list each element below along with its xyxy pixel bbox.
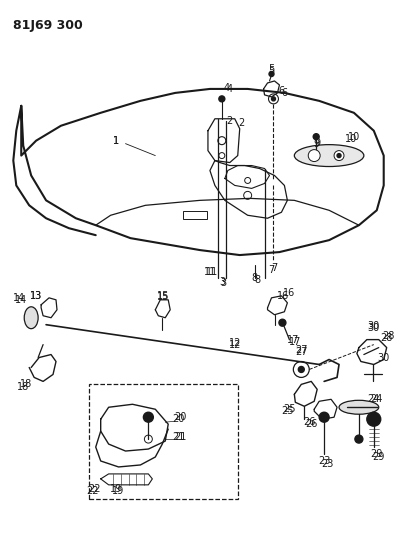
Bar — [89, 384, 238, 499]
Text: 11: 11 — [206, 267, 218, 277]
Circle shape — [268, 94, 278, 104]
Text: 24: 24 — [368, 394, 380, 405]
Text: 2: 2 — [227, 116, 233, 126]
Text: 6: 6 — [278, 86, 284, 96]
Text: 22: 22 — [88, 484, 101, 494]
Text: 4: 4 — [227, 84, 233, 94]
Text: 1: 1 — [112, 136, 119, 146]
Text: 24: 24 — [370, 394, 383, 405]
Circle shape — [367, 412, 381, 426]
Text: 26: 26 — [305, 419, 318, 429]
Circle shape — [272, 97, 276, 101]
Text: 21: 21 — [174, 432, 186, 442]
Text: 26: 26 — [303, 417, 316, 427]
Text: 81J69 300: 81J69 300 — [13, 19, 83, 33]
Text: 7: 7 — [271, 263, 278, 273]
Text: 5: 5 — [268, 66, 275, 76]
Text: 18: 18 — [17, 382, 29, 392]
Text: 30: 30 — [368, 321, 380, 330]
Text: 25: 25 — [281, 406, 294, 416]
Text: 14: 14 — [15, 295, 27, 305]
Text: 15: 15 — [157, 291, 170, 301]
Ellipse shape — [24, 307, 38, 329]
Text: 20: 20 — [174, 412, 186, 422]
Circle shape — [355, 435, 363, 443]
Text: 16: 16 — [277, 291, 290, 301]
Circle shape — [219, 96, 225, 102]
Ellipse shape — [339, 400, 379, 414]
Text: 15: 15 — [157, 292, 170, 302]
Circle shape — [313, 134, 319, 140]
Text: 14: 14 — [13, 293, 25, 303]
Text: 21: 21 — [172, 432, 184, 442]
Text: 19: 19 — [110, 484, 122, 494]
Text: 29: 29 — [372, 452, 385, 462]
Text: 12: 12 — [228, 340, 241, 350]
Text: 8: 8 — [254, 275, 261, 285]
Text: 27: 27 — [295, 346, 308, 357]
Text: 10: 10 — [345, 134, 357, 144]
Text: 7: 7 — [268, 265, 275, 275]
Text: 17: 17 — [289, 337, 302, 346]
Text: 20: 20 — [172, 414, 184, 424]
Text: 19: 19 — [112, 486, 125, 496]
Text: 30: 30 — [378, 352, 390, 362]
Circle shape — [144, 435, 152, 443]
Bar — [183, 211, 207, 219]
Text: 3: 3 — [221, 278, 227, 288]
Circle shape — [269, 71, 274, 77]
Circle shape — [244, 191, 252, 199]
Text: 11: 11 — [204, 267, 216, 277]
Circle shape — [337, 154, 341, 158]
Text: 13: 13 — [30, 291, 42, 301]
Text: 1: 1 — [112, 136, 119, 146]
Ellipse shape — [294, 144, 364, 166]
Circle shape — [143, 412, 153, 422]
Text: 16: 16 — [283, 288, 296, 298]
Circle shape — [308, 150, 320, 161]
Text: 13: 13 — [30, 291, 42, 301]
Text: 29: 29 — [370, 449, 383, 459]
Text: 30: 30 — [368, 322, 380, 333]
Text: 3: 3 — [220, 277, 226, 287]
Text: 9: 9 — [314, 138, 320, 148]
Text: 28: 28 — [382, 330, 395, 341]
Text: 10: 10 — [348, 132, 360, 142]
Circle shape — [245, 177, 251, 183]
Text: 9: 9 — [313, 139, 319, 149]
Text: 12: 12 — [228, 337, 241, 348]
Text: 23: 23 — [321, 459, 333, 469]
Text: 23: 23 — [318, 456, 330, 466]
Text: 5: 5 — [268, 64, 275, 74]
Text: 18: 18 — [20, 379, 32, 390]
Text: 8: 8 — [252, 273, 258, 283]
Circle shape — [293, 361, 309, 377]
Text: 4: 4 — [224, 83, 230, 93]
Circle shape — [218, 136, 226, 144]
Circle shape — [298, 367, 304, 373]
Text: 2: 2 — [238, 118, 245, 128]
Text: 25: 25 — [283, 404, 296, 414]
Circle shape — [279, 319, 286, 326]
Text: 6: 6 — [281, 88, 288, 98]
Text: 28: 28 — [380, 333, 393, 343]
Text: 27: 27 — [295, 344, 308, 354]
Text: 17: 17 — [287, 335, 300, 345]
Text: 22: 22 — [86, 486, 99, 496]
Circle shape — [219, 152, 225, 158]
Circle shape — [319, 412, 329, 422]
Circle shape — [334, 151, 344, 160]
